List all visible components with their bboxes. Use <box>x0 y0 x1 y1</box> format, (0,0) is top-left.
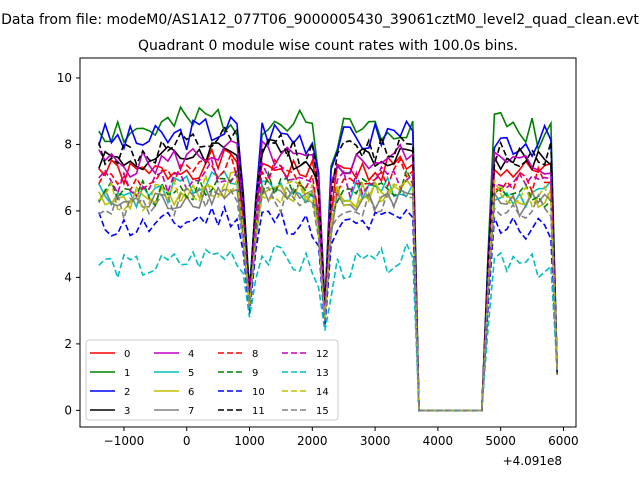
y-tick-label: 4 <box>64 270 72 284</box>
legend-label-8: 8 <box>252 349 258 360</box>
series-line-13 <box>98 241 558 412</box>
y-tick-label: 0 <box>64 403 72 417</box>
x-tick-label: 0 <box>183 434 191 448</box>
legend-label-3: 3 <box>124 406 130 417</box>
y-tick-label: 6 <box>64 204 72 218</box>
x-tick-label: 1000 <box>234 434 265 448</box>
x-tick-label: 3000 <box>360 434 391 448</box>
x-axis-offset-label: +4.091e8 <box>503 454 562 468</box>
x-tick-label: −1000 <box>104 434 145 448</box>
legend-label-11: 11 <box>252 406 265 417</box>
axes-frame <box>79 57 577 428</box>
legend-label-2: 2 <box>124 387 130 398</box>
legend-label-6: 6 <box>188 387 194 398</box>
legend-label-1: 1 <box>124 368 130 379</box>
series-line-14 <box>98 172 558 412</box>
y-tick-label: 10 <box>57 71 72 85</box>
y-tick-label: 2 <box>64 337 72 351</box>
x-tick-label: 5000 <box>485 434 516 448</box>
series-line-15 <box>98 186 558 412</box>
legend-label-15: 15 <box>316 406 329 417</box>
legend-label-14: 14 <box>316 387 329 398</box>
legend-box <box>85 339 339 421</box>
figure-suptitle: Data from file: modeM0/AS1A12_077T06_900… <box>1 12 639 28</box>
legend-label-10: 10 <box>252 387 265 398</box>
x-tick-label: 2000 <box>297 434 328 448</box>
legend-label-7: 7 <box>188 406 194 417</box>
legend-label-4: 4 <box>188 349 194 360</box>
x-tick-label: 4000 <box>423 434 454 448</box>
legend-label-0: 0 <box>124 349 130 360</box>
legend-label-5: 5 <box>188 368 194 379</box>
legend-label-9: 9 <box>252 368 258 379</box>
chart-title: Quadrant 0 module wise count rates with … <box>138 38 518 54</box>
legend-label-12: 12 <box>316 349 329 360</box>
legend-label-13: 13 <box>316 368 329 379</box>
plot-area <box>98 105 558 412</box>
x-tick-label: 6000 <box>548 434 579 448</box>
y-tick-label: 8 <box>64 137 72 151</box>
